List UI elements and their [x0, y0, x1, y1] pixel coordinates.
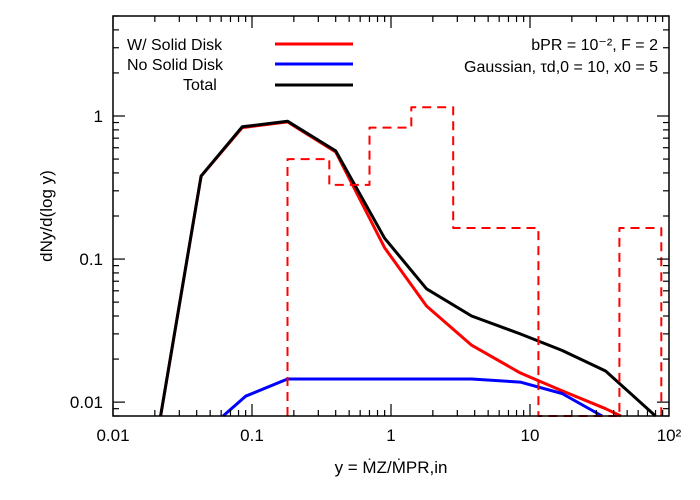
x-tick-label: 0.01 [96, 426, 129, 445]
y-axis-label: dNy/d(log y) [37, 170, 56, 262]
y-tick-label: 1 [94, 107, 103, 126]
tick-labels: 0.01 0.1 1 10 10² 0.01 0.1 1 [70, 107, 682, 445]
y-tick-label: 0.01 [70, 393, 103, 412]
x-tick-label: 1 [386, 426, 395, 445]
series-no-solid-disk-line [222, 377, 603, 418]
axis-ticks [112, 15, 669, 417]
annotation-line-2: Gaussian, τd,0 = 10, x0 = 5 [464, 59, 658, 76]
plot-frame [112, 15, 670, 417]
legend-label-no-solid-disk: No Solid Disk [127, 57, 224, 74]
y-tick-label: 0.1 [79, 250, 103, 269]
x-axis-label: y = ṀZ/ṀPR,in [335, 458, 448, 477]
annotation-line-1: bPR = 10⁻², F = 2 [531, 37, 658, 54]
legend: W/ Solid Disk No Solid Disk Total [127, 37, 353, 94]
x-tick-label: 0.1 [240, 426, 264, 445]
series-w-solid-disk-line [159, 120, 622, 418]
x-tick-label: 10² [657, 426, 682, 445]
series-total-line [159, 119, 657, 418]
x-tick-label: 10 [521, 426, 540, 445]
annotation: bPR = 10⁻², F = 2 Gaussian, τd,0 = 10, x… [464, 37, 658, 76]
legend-label-total: Total [183, 77, 217, 94]
plot-series [159, 106, 663, 418]
legend-label-w-solid-disk: W/ Solid Disk [127, 37, 223, 54]
